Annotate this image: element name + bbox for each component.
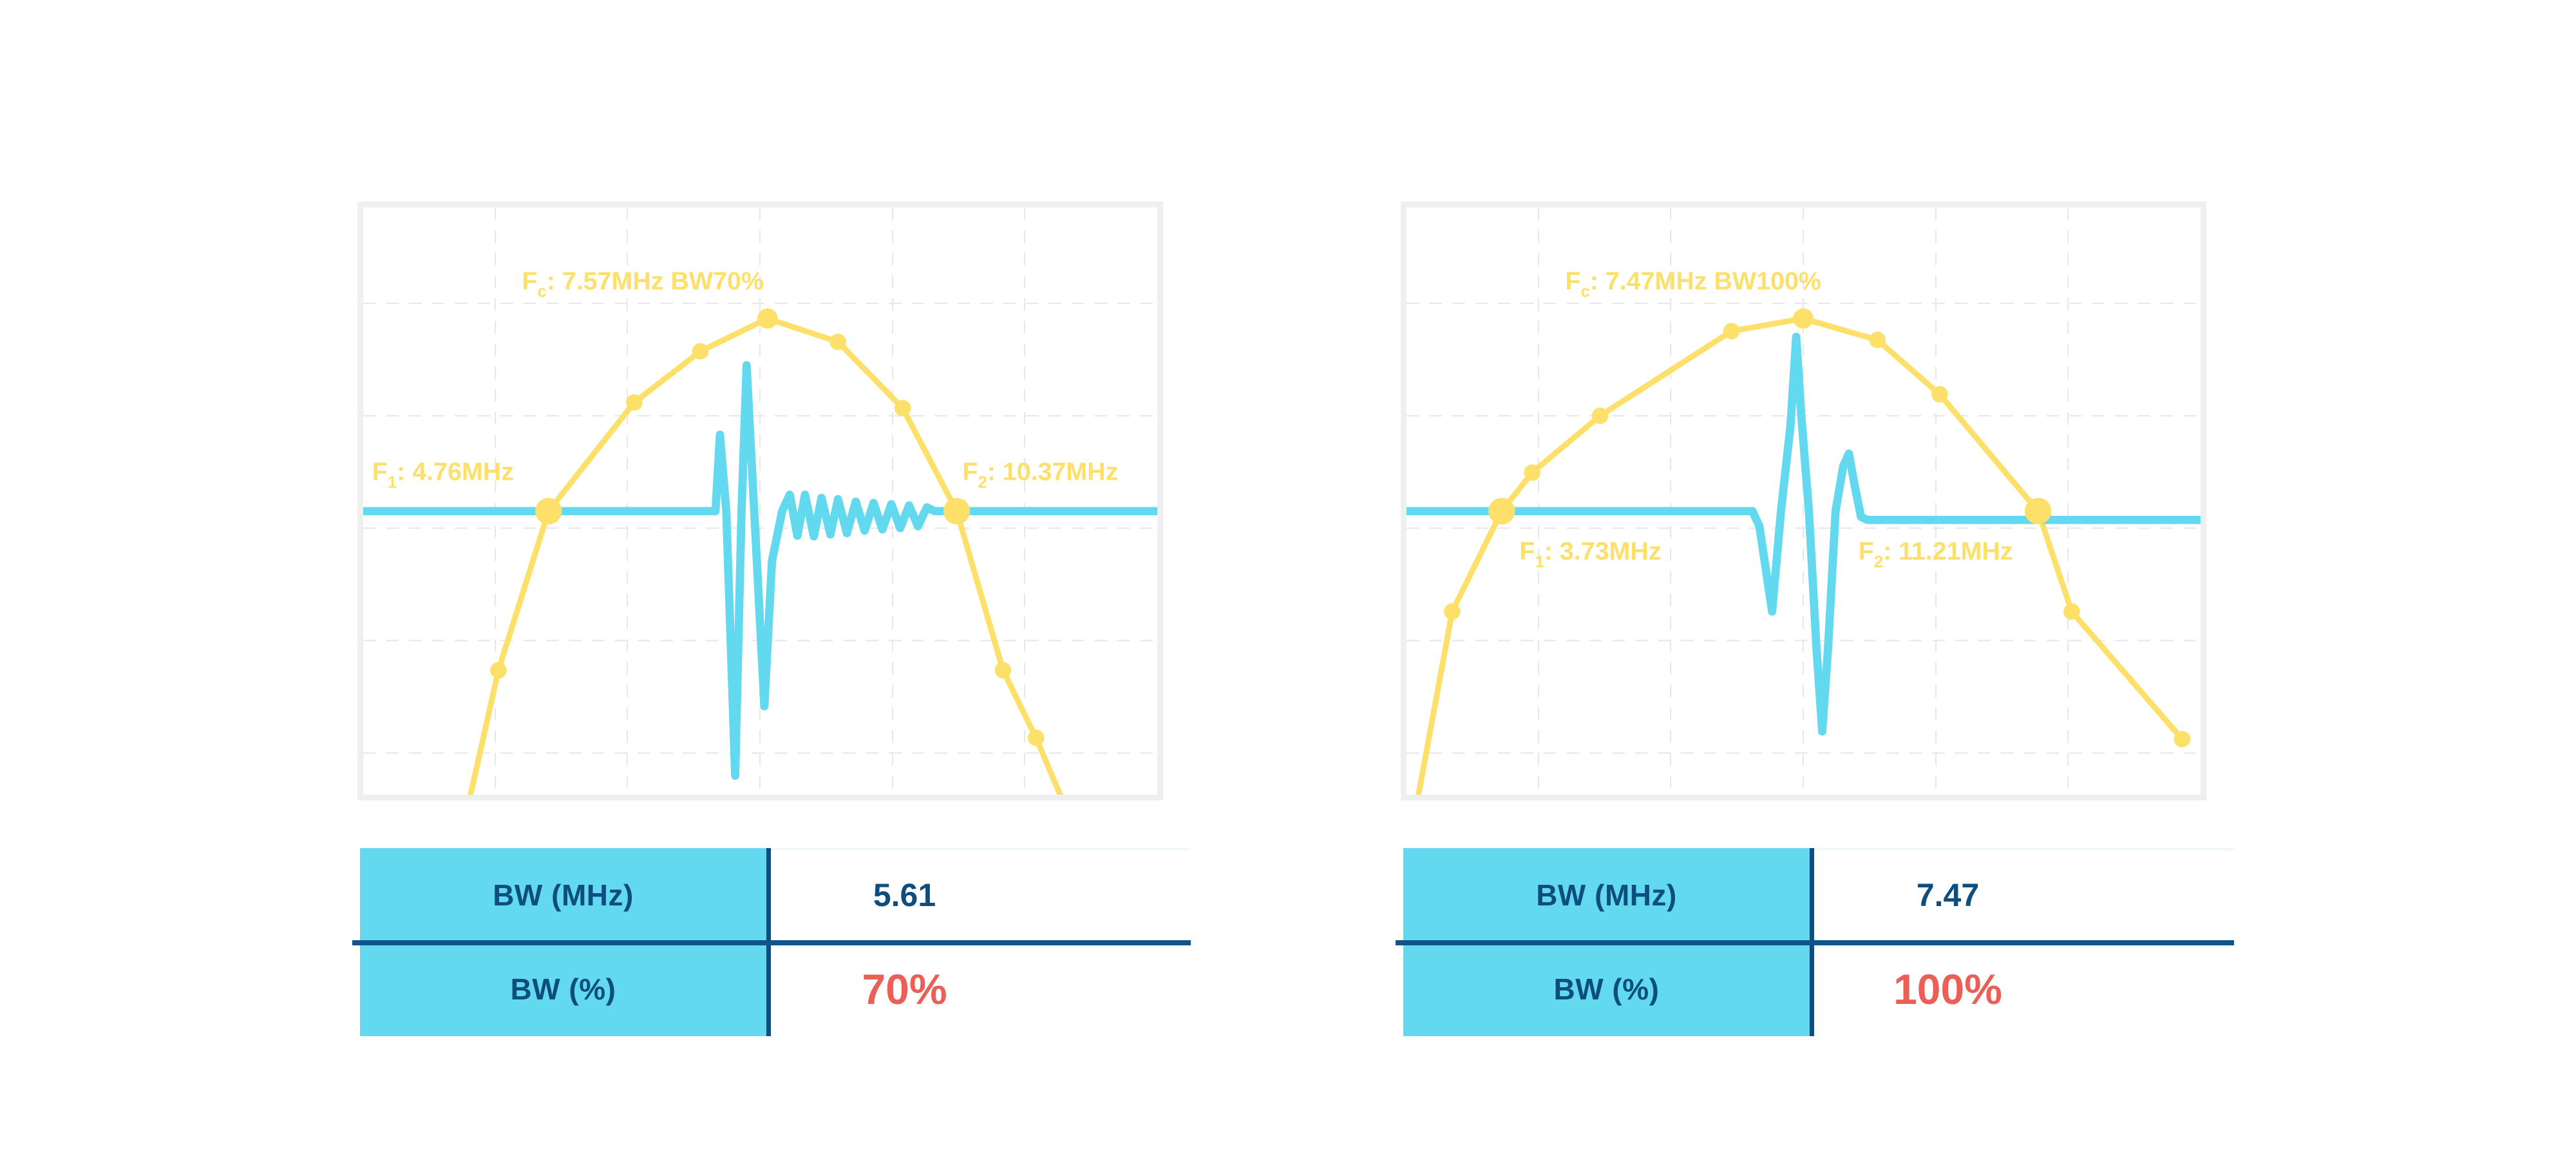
f1-marker-left [535, 498, 562, 525]
spectrum-chart-right: Fc: 7.47MHz BW100% F1: 3.73MHz F2: 11.21… [1406, 207, 2201, 795]
pulse-waveform-right [1406, 332, 2201, 736]
bw-mhz-value-cell: 7.47 [1810, 848, 2234, 942]
pulse-waveform-left [363, 361, 1157, 780]
chart-frame-right: Fc: 7.47MHz BW100% F1: 3.73MHz F2: 11.21… [1401, 202, 2206, 800]
f1-annotation-right: F1: 3.73MHz [1519, 537, 1661, 571]
bw-mhz-label: BW (MHz) [360, 848, 766, 942]
panel-right: Fc: 7.47MHz BW100% F1: 3.73MHz F2: 11.21… [1043, 0, 2331, 1154]
grid-lines-left [363, 207, 1157, 795]
bw-mhz-value-cell: 5.61 [766, 848, 1191, 942]
f1-marker-right [1488, 498, 1515, 525]
panel-left: Fc: 7.57MHz BW70% F1: 4.76MHz F2: 10.37M… [352, 202, 1191, 1036]
f2-annotation-right: F2: 11.21MHz [1859, 537, 2013, 571]
bw-percent-value: 70% [862, 965, 947, 1013]
fc-annotation-right: Fc: 7.47MHz BW100% [1565, 267, 1821, 301]
chart-frame-left: Fc: 7.57MHz BW70% F1: 4.76MHz F2: 10.37M… [357, 202, 1163, 800]
bw-mhz-value: 7.47 [1916, 877, 1980, 913]
f1-annotation-left: F1: 4.76MHz [372, 458, 514, 492]
fc-annotation-left: Fc: 7.57MHz BW70% [522, 267, 764, 301]
table-row: BW (%) 70% [360, 942, 1191, 1036]
bw-mhz-value: 5.61 [873, 877, 936, 913]
spectrum-markers-right [1444, 308, 2191, 748]
table-row-divider [352, 940, 1191, 945]
spectrum-curve-left [468, 316, 1063, 795]
grid-lines-right [1406, 207, 2201, 795]
bw-percent-value-cell: 70% [766, 942, 1191, 1036]
bandwidth-table-left: BW (MHz) 5.61 BW (%) 70% [352, 848, 1191, 1036]
f2-marker-left [943, 498, 971, 525]
table-row: BW (MHz) 5.61 [360, 848, 1191, 942]
table-top-hairline [766, 848, 1191, 850]
spectrum-curve-right [1416, 316, 2185, 795]
bw-percent-label: BW (%) [1403, 942, 1810, 1036]
bw-percent-value-cell: 100% [1810, 942, 2234, 1036]
spectrum-markers-left [490, 308, 1045, 746]
f2-annotation-left: F2: 10.37MHz [962, 458, 1118, 492]
f2-marker-right [2024, 498, 2052, 525]
table-row: BW (MHz) 7.47 [1403, 848, 2234, 942]
table-row: BW (%) 100% [1403, 942, 2234, 1036]
bw-percent-label: BW (%) [360, 942, 766, 1036]
bw-mhz-label: BW (MHz) [1403, 848, 1810, 942]
spectrum-chart-left: Fc: 7.57MHz BW70% F1: 4.76MHz F2: 10.37M… [363, 207, 1157, 795]
table-top-hairline [1810, 848, 2234, 850]
table-row-divider [1396, 940, 2234, 945]
bandwidth-table-right: BW (MHz) 7.47 BW (%) 100% [1396, 848, 2234, 1036]
bw-percent-value: 100% [1893, 965, 2002, 1013]
